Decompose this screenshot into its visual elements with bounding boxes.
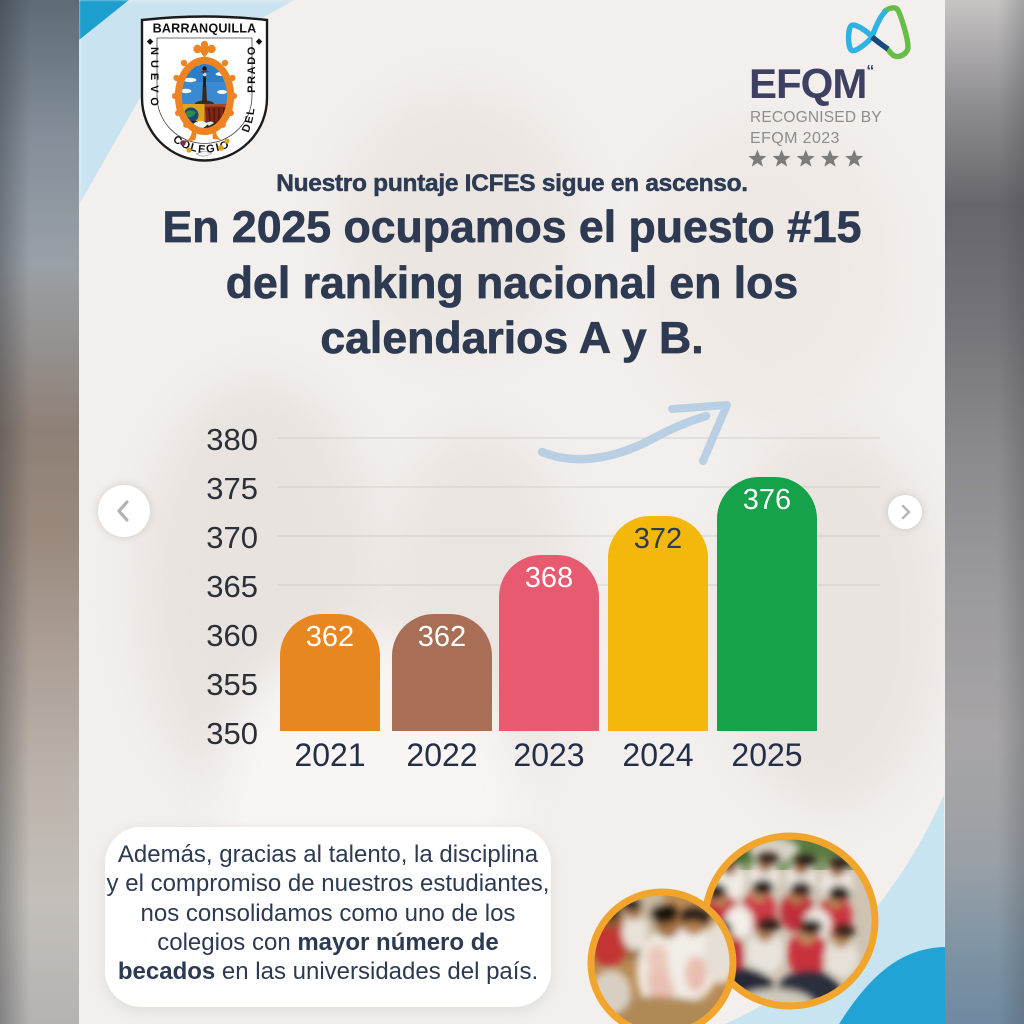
svg-text:NUEVO: NUEVO [147,47,160,111]
svg-text:BARRANQUILLA: BARRANQUILLA [153,22,257,36]
